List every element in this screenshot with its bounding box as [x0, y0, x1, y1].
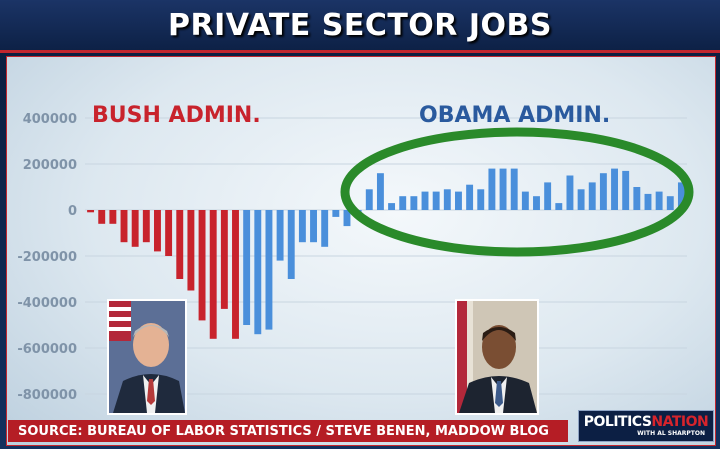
- bush-bar: [176, 210, 184, 279]
- obama-admin-label: OBAMA ADMIN.: [419, 103, 610, 128]
- bush-bar: [154, 210, 161, 252]
- obama-bar: [432, 191, 440, 210]
- obama-bar: [443, 189, 451, 210]
- y-tick-label: -200000: [17, 250, 77, 265]
- obama-bar: [555, 203, 563, 210]
- obama-bar: [287, 210, 295, 279]
- obama-bar: [332, 210, 340, 217]
- obama-bar: [298, 210, 306, 243]
- chart-title: PRIVATE SECTOR JOBS: [168, 7, 552, 43]
- logo-main-text: POLITICS: [583, 414, 652, 430]
- obama-highlight-ring: [340, 127, 694, 257]
- y-tick-label: 0: [68, 204, 77, 219]
- logo-wordmark: POLITICSNATION: [584, 415, 709, 430]
- bush-bar: [120, 210, 128, 243]
- obama-bar: [644, 193, 652, 210]
- y-tick-label: -800000: [17, 388, 77, 403]
- y-axis-tick-labels: 400000 200000 0 -200000 -400000 -600000 -80000…: [17, 112, 77, 403]
- obama-bar: [655, 191, 663, 210]
- obama-bar: [544, 182, 552, 210]
- obama-bar: [410, 196, 418, 210]
- bush-bar: [98, 210, 106, 224]
- bush-bar: [109, 210, 117, 224]
- obama-bar: [611, 168, 618, 210]
- obama-bar: [566, 175, 574, 210]
- bush-bar: [220, 210, 228, 309]
- obama-bar: [533, 196, 540, 210]
- source-text: SOURCE: BUREAU OF LABOR STATISTICS / STE…: [18, 423, 549, 439]
- bush-bar: [198, 210, 206, 321]
- obama-bar: [265, 210, 273, 330]
- obama-bar: [521, 191, 529, 210]
- obama-bar: [376, 173, 384, 210]
- obama-bar: [388, 203, 396, 210]
- obama-portrait: [455, 299, 539, 415]
- bush-bar: [232, 210, 239, 339]
- plot-panel: 400000 200000 0 -200000 -400000 -600000 -80000…: [6, 56, 716, 446]
- bush-bar: [142, 210, 150, 243]
- annotations: BUSH ADMIN. OBAMA ADMIN.: [92, 103, 610, 128]
- obama-portrait-image: [457, 301, 537, 413]
- obama-bar: [588, 182, 596, 210]
- bush-bar: [187, 210, 195, 291]
- logo-accent-text: NATION: [651, 414, 709, 430]
- obama-bar: [343, 210, 351, 227]
- obama-bar: [254, 210, 262, 335]
- obama-bar: [622, 170, 630, 210]
- y-tick-label: -400000: [17, 296, 77, 311]
- obama-bar: [633, 187, 641, 210]
- obama-bar: [321, 210, 329, 247]
- y-tick-label: 400000: [23, 112, 77, 127]
- obama-bar: [466, 184, 474, 210]
- bush-portrait: [107, 299, 187, 415]
- obama-bar: [365, 189, 373, 210]
- obama-bar: [599, 173, 607, 210]
- obama-bar: [577, 189, 585, 210]
- bush-bar: [87, 210, 95, 213]
- obama-bar: [421, 191, 429, 210]
- source-bar: SOURCE: BUREAU OF LABOR STATISTICS / STE…: [8, 420, 568, 442]
- bush-admin-label: BUSH ADMIN.: [92, 103, 261, 128]
- bars: [87, 168, 685, 339]
- obama-bar: [243, 210, 251, 325]
- obama-bar: [666, 196, 674, 210]
- obama-bar: [477, 189, 485, 210]
- obama-bar: [677, 182, 685, 210]
- bush-bar: [165, 210, 173, 256]
- politics-nation-logo: POLITICSNATION WITH AL SHARPTON: [578, 410, 714, 442]
- y-tick-label: -600000: [17, 342, 77, 357]
- y-tick-label: 200000: [23, 158, 77, 173]
- obama-bar: [510, 168, 518, 210]
- obama-bar: [455, 191, 462, 210]
- obama-bar: [276, 210, 284, 261]
- obama-bar: [488, 168, 496, 210]
- obama-bar: [310, 210, 317, 243]
- bush-bar: [131, 210, 139, 247]
- title-bar: PRIVATE SECTOR JOBS: [0, 0, 720, 53]
- bush-portrait-image: [109, 301, 185, 413]
- logo-subtitle: WITH AL SHARPTON: [637, 430, 705, 437]
- obama-bar: [399, 196, 407, 210]
- bush-bar: [209, 210, 217, 339]
- obama-bar: [499, 168, 507, 210]
